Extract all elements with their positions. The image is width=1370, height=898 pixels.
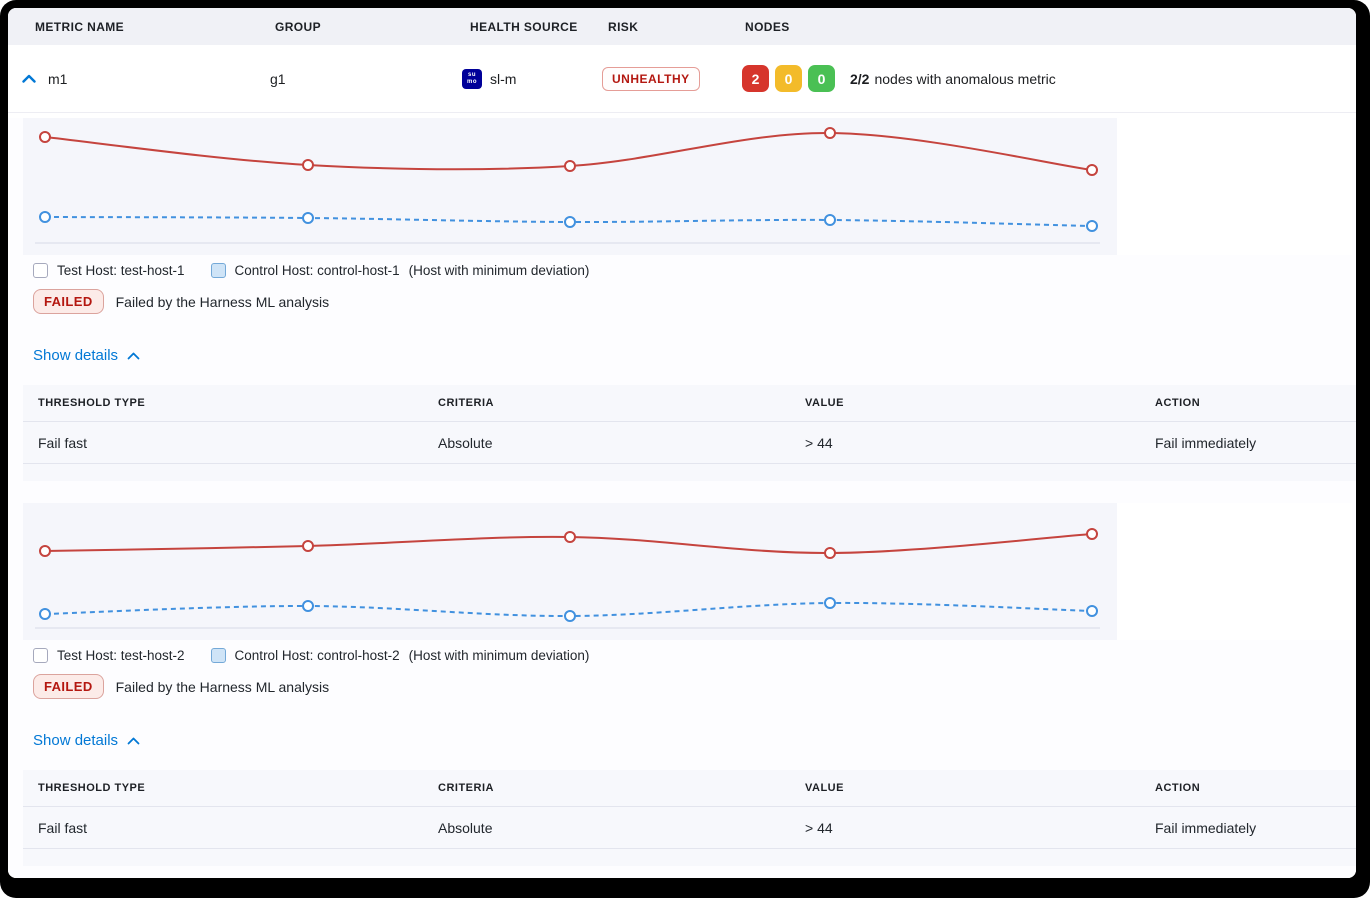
column-threshold-type: THRESHOLD TYPE: [38, 397, 146, 409]
node-count-unhealthy-badge: 2: [742, 65, 769, 92]
show-details-label[interactable]: Show details: [33, 731, 119, 749]
nodes-summary-ratio: 2/2: [850, 70, 870, 87]
threshold-type-value: Fail fast: [38, 434, 88, 451]
chevron-up-icon: [127, 737, 140, 745]
threshold-type-value: Fail fast: [38, 819, 88, 836]
column-header-health-source: HEALTH SOURCE: [470, 19, 578, 34]
column-action: ACTION: [1155, 397, 1201, 409]
expanded-detail-area: Test Host: test-host-1 Control Host: con…: [8, 118, 1356, 878]
chart-side-panel-1: [1117, 118, 1352, 255]
test-host-checkbox[interactable]: [33, 647, 48, 663]
criteria-value: Absolute: [438, 434, 493, 451]
metric-analysis-card: METRIC NAME GROUP HEALTH SOURCE RISK NOD…: [8, 8, 1356, 878]
sumologic-icon-text-top: su: [467, 71, 476, 78]
analysis-status-message: Failed by the Harness ML analysis: [115, 678, 330, 695]
column-value: VALUE: [805, 782, 844, 794]
timeseries-chart-1[interactable]: [23, 118, 1117, 255]
show-details-toggle-2[interactable]: Show details: [33, 729, 140, 751]
chart-legend-2: Test Host: test-host-2 Control Host: con…: [33, 645, 1356, 665]
host-analysis-section-1: Test Host: test-host-1 Control Host: con…: [8, 118, 1356, 481]
timeseries-chart-2[interactable]: [23, 503, 1117, 640]
node-count-observe-badge: 0: [775, 65, 802, 92]
analysis-status-message: Failed by the Harness ML analysis: [115, 293, 330, 310]
analysis-status-row-1: FAILED Failed by the Harness ML analysis: [33, 288, 1356, 315]
control-host-legend-label[interactable]: Control Host: control-host-1: [234, 262, 400, 278]
node-count-healthy-badge: 0: [808, 65, 835, 92]
control-host-checkbox[interactable]: [210, 647, 226, 663]
value-value: > 44: [805, 434, 833, 451]
column-criteria: CRITERIA: [438, 782, 494, 794]
minimum-deviation-note: (Host with minimum deviation): [408, 262, 590, 278]
column-action: ACTION: [1155, 782, 1201, 794]
threshold-table-header: THRESHOLD TYPE CRITERIA VALUE ACTION: [23, 385, 1356, 422]
value-value: > 44: [805, 819, 833, 836]
action-value: Fail immediately: [1155, 819, 1257, 836]
column-header-metric-name: METRIC NAME: [35, 19, 125, 34]
collapse-chevron-icon[interactable]: [22, 45, 36, 112]
column-header-risk: RISK: [608, 19, 639, 34]
metrics-table-header: METRIC NAME GROUP HEALTH SOURCE RISK NOD…: [8, 8, 1356, 45]
group-value: g1: [270, 70, 286, 87]
show-details-label[interactable]: Show details: [33, 346, 119, 364]
chart-side-panel-2: [1117, 503, 1352, 640]
risk-badge-unhealthy: UNHEALTHY: [602, 66, 700, 91]
test-host-legend-label[interactable]: Test Host: test-host-1: [57, 262, 185, 278]
column-criteria: CRITERIA: [438, 397, 494, 409]
test-host-checkbox[interactable]: [33, 262, 48, 278]
chart-row-2: [8, 503, 1356, 640]
show-details-toggle-1[interactable]: Show details: [33, 344, 140, 366]
threshold-table-row: Fail fast Absolute > 44 Fail immediately: [23, 422, 1356, 464]
analysis-status-row-2: FAILED Failed by the Harness ML analysis: [33, 673, 1356, 700]
metric-row-m1[interactable]: m1 g1 su mo sl-m UNHEALTHY 2 0 0 2/2 node…: [8, 45, 1356, 112]
minimum-deviation-note: (Host with minimum deviation): [408, 647, 590, 663]
failed-badge: FAILED: [33, 289, 104, 314]
action-value: Fail immediately: [1155, 434, 1257, 451]
nodes-summary-text: nodes with anomalous metric: [874, 70, 1056, 87]
nodes-cell: 2 0 0 2/2 nodes with anomalous metric: [742, 45, 1056, 112]
column-threshold-type: THRESHOLD TYPE: [38, 782, 146, 794]
sumologic-icon: su mo: [462, 68, 482, 89]
column-header-nodes: NODES: [745, 19, 790, 34]
criteria-value: Absolute: [438, 819, 493, 836]
health-source-cell: su mo sl-m: [462, 45, 516, 112]
health-source-value: sl-m: [490, 70, 517, 87]
risk-cell: UNHEALTHY: [602, 45, 700, 112]
chevron-up-icon: [127, 352, 140, 360]
threshold-details-table-1: THRESHOLD TYPE CRITERIA VALUE ACTION Fai…: [23, 385, 1356, 481]
column-value: VALUE: [805, 397, 844, 409]
threshold-details-table-2: THRESHOLD TYPE CRITERIA VALUE ACTION Fai…: [23, 770, 1356, 866]
control-host-checkbox[interactable]: [210, 262, 226, 278]
failed-badge: FAILED: [33, 674, 104, 699]
chart-legend-1: Test Host: test-host-1 Control Host: con…: [33, 260, 1356, 280]
control-host-legend-label[interactable]: Control Host: control-host-2: [234, 647, 400, 663]
column-header-group: GROUP: [275, 19, 322, 34]
chart-row-1: [8, 118, 1356, 255]
test-host-legend-label[interactable]: Test Host: test-host-2: [57, 647, 185, 663]
metric-name-value: m1: [48, 70, 68, 87]
sumologic-icon-text-bottom: mo: [467, 78, 477, 85]
threshold-table-row: Fail fast Absolute > 44 Fail immediately: [23, 807, 1356, 849]
host-analysis-section-2: Test Host: test-host-2 Control Host: con…: [8, 503, 1356, 866]
nodes-summary: 2/2 nodes with anomalous metric: [850, 71, 1056, 87]
threshold-table-header: THRESHOLD TYPE CRITERIA VALUE ACTION: [23, 770, 1356, 807]
